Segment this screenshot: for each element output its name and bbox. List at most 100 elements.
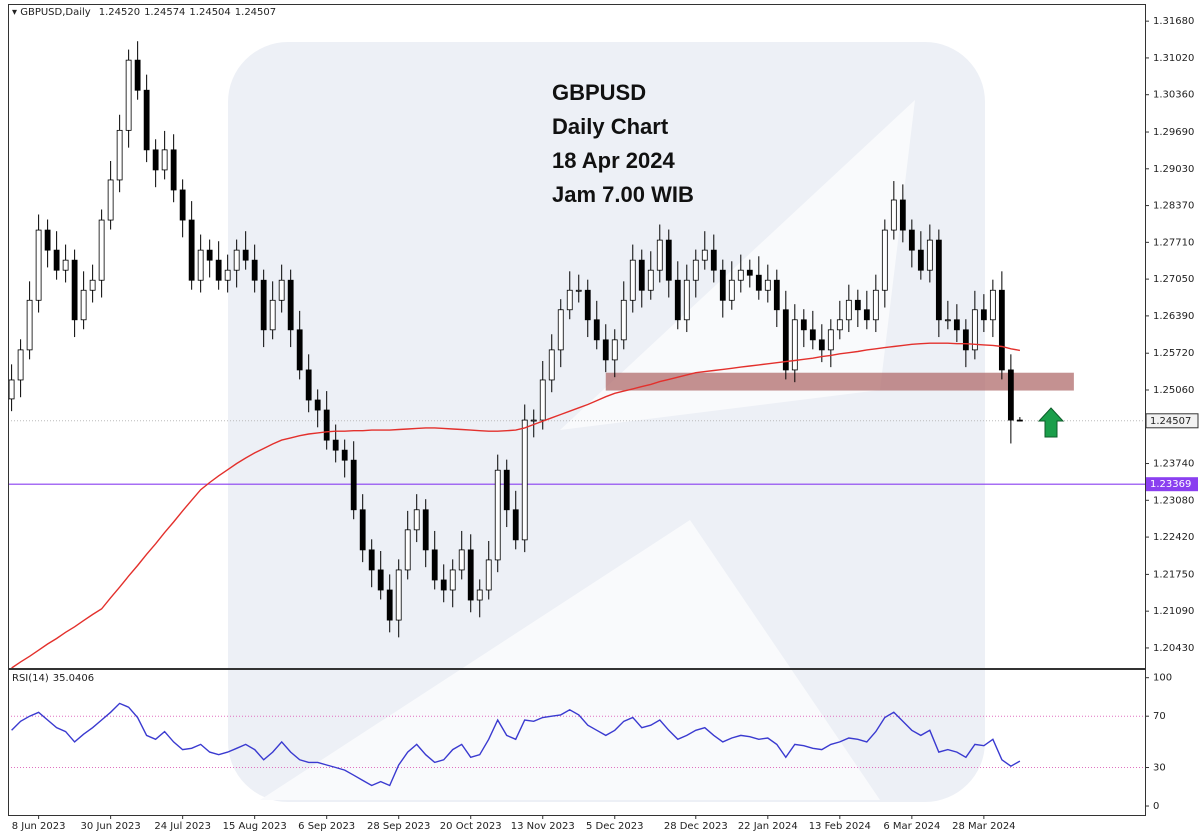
y-tick-label: 1.31680 [1153, 16, 1194, 27]
candle-body [125, 59, 132, 131]
candle-body [44, 229, 51, 251]
resistance-zone [605, 372, 1074, 391]
rsi-header: RSI(14) 35.0406 [12, 673, 94, 684]
watermark [228, 42, 985, 802]
candle-body [107, 179, 114, 221]
candle-body [260, 279, 267, 331]
candle-body [89, 279, 96, 291]
candle-body [440, 579, 447, 591]
candle-body [575, 289, 582, 292]
candle-body [944, 319, 951, 322]
candle-body [341, 449, 348, 461]
candle-body [539, 379, 546, 421]
candle-body [278, 279, 285, 301]
candle-body [683, 279, 690, 321]
candle-body [962, 329, 969, 351]
candle-body [152, 149, 159, 171]
candle-body [422, 509, 429, 551]
candle-body [62, 259, 69, 271]
candle-body [377, 569, 384, 591]
candle-body [737, 269, 744, 281]
candle-body [80, 289, 87, 321]
candle-body [935, 239, 942, 321]
x-tick-label: 8 Jun 2023 [12, 821, 66, 832]
candle-body [350, 459, 357, 511]
x-tick-label: 28 Mar 2024 [952, 821, 1015, 832]
y-tick-label: 1.31020 [1153, 53, 1194, 64]
x-tick-label: 13 Feb 2024 [809, 821, 871, 832]
candle-body [728, 279, 735, 301]
candle-body [881, 229, 888, 291]
candle-body [710, 249, 717, 271]
x-tick-label: 6 Sep 2023 [298, 821, 355, 832]
candle-body [404, 529, 411, 571]
candle-body [899, 199, 906, 231]
x-tick-label: 28 Dec 2023 [664, 821, 728, 832]
candle-body [503, 469, 510, 511]
candle-body [584, 289, 591, 321]
candle-body [854, 299, 861, 311]
header-marker: ▾ [12, 7, 20, 18]
candle-body [953, 319, 960, 331]
candle-body [647, 269, 654, 291]
candle-body [449, 569, 456, 591]
candle-body [701, 249, 708, 261]
y-tick-label: 1.29690 [1153, 127, 1194, 138]
candle-body [431, 549, 438, 581]
price-label: 1.24507 [1150, 416, 1191, 427]
y-tick-label: 1.28370 [1153, 201, 1194, 212]
candle-body [242, 249, 249, 261]
candle-body [593, 319, 600, 341]
candle-body [386, 589, 393, 621]
moving-average [11, 342, 1021, 669]
plot-layer: 1.31680 1.31020 1.30360 1.29690 1.29030 1.283… [8, 16, 1199, 832]
x-tick-label: 28 Sep 2023 [367, 821, 430, 832]
rsi-tick-label: 30 [1153, 763, 1166, 774]
candle-body [773, 279, 780, 311]
x-tick-label: 6 Mar 2024 [883, 821, 940, 832]
candle-body [1007, 369, 1014, 421]
candle-body [917, 249, 924, 271]
candle-body [971, 309, 978, 351]
annotation: 18 Apr 2024 [552, 148, 675, 173]
annotation: Jam 7.00 WIB [552, 182, 694, 207]
y-tick-label: 1.23740 [1153, 459, 1194, 470]
y-tick-label: 1.25060 [1153, 385, 1194, 396]
ohlc: 1.24504 [189, 7, 230, 18]
ohlc: 1.24507 [235, 7, 276, 18]
y-tick-label: 1.30360 [1153, 90, 1194, 101]
candle-body [395, 569, 402, 621]
candle-body [494, 469, 501, 561]
candle-body [926, 239, 933, 271]
watermark-shape [560, 100, 915, 430]
candle-body [35, 229, 42, 301]
candle-body [890, 199, 897, 231]
x-tick-label: 22 Jan 2024 [738, 821, 798, 832]
candle-body [323, 409, 330, 441]
candle-body [836, 319, 843, 331]
candle-body [53, 249, 60, 271]
y-tick-label: 1.25720 [1153, 348, 1194, 359]
candle-body [809, 329, 816, 341]
candle-body [314, 399, 321, 411]
candle-body [872, 289, 879, 321]
candle-body [530, 419, 537, 422]
rsi-tick-label: 0 [1153, 801, 1159, 812]
candle-body [512, 509, 519, 541]
up-arrow [1037, 407, 1065, 438]
candle-body [485, 559, 492, 591]
candle-body [17, 349, 24, 381]
candle-body [755, 274, 762, 291]
candle-body [332, 439, 339, 451]
candle-body [638, 259, 645, 291]
candle-body [980, 309, 987, 321]
candle-body [782, 309, 789, 371]
candle-body [818, 339, 825, 351]
y-tick-label: 1.27050 [1153, 274, 1194, 285]
hline-label: 1.23369 [1150, 479, 1191, 490]
y-tick-label: 1.26390 [1153, 311, 1194, 322]
candle-body [620, 299, 627, 341]
candle-body [269, 299, 276, 331]
x-tick-label: 24 Jul 2023 [154, 821, 211, 832]
